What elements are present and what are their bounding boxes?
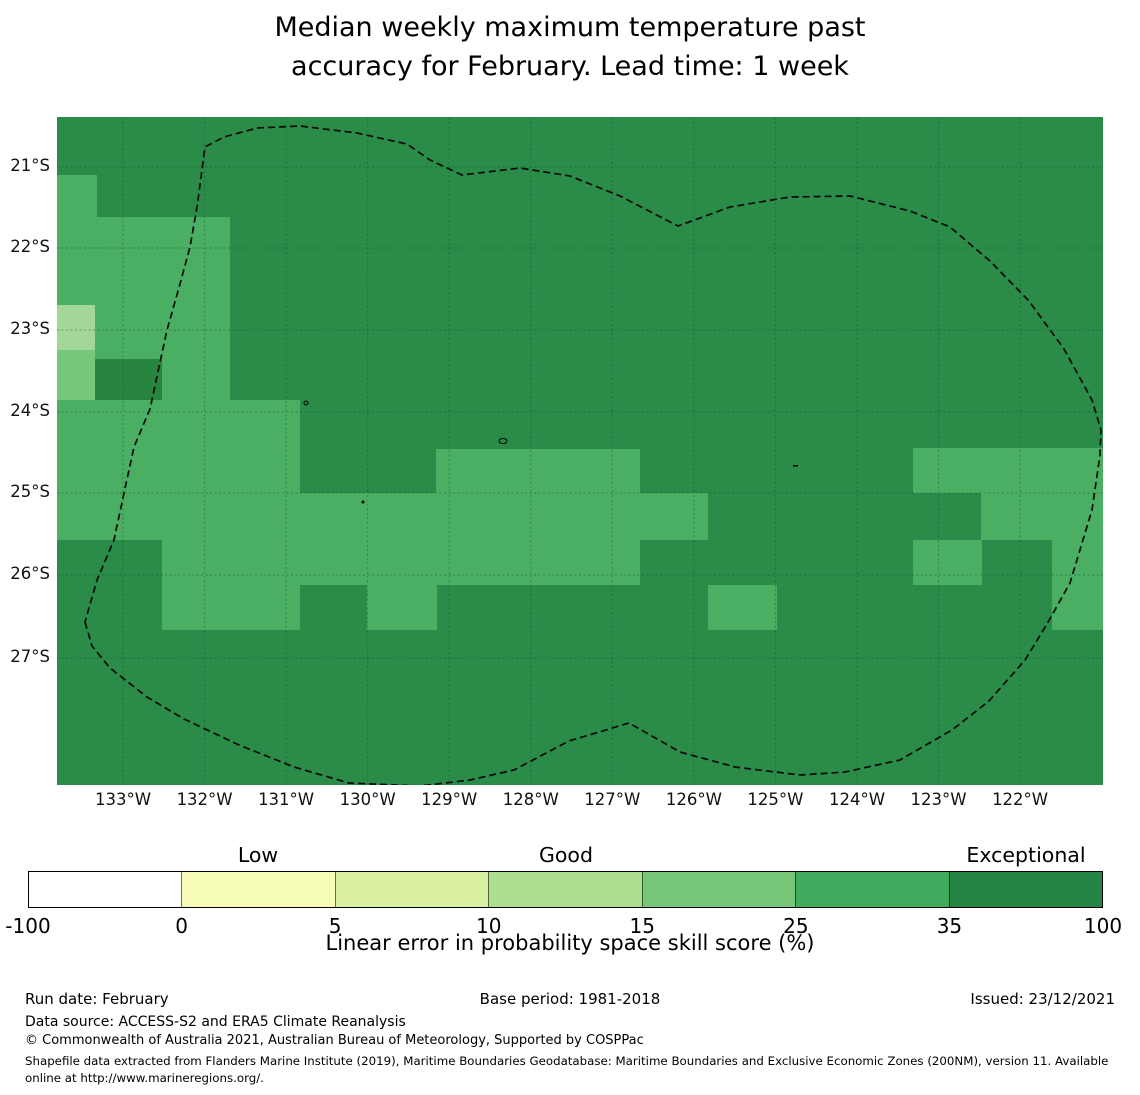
colorbar-tick-label: 15 (629, 914, 655, 938)
colorbar-segment (488, 872, 642, 907)
colorbar-tick-label: 5 (328, 914, 342, 938)
data-source-text: Data source: ACCESS-S2 and ERA5 Climate … (25, 1014, 406, 1030)
skill-cell-mid (57, 175, 97, 217)
colorbar-segment (29, 872, 182, 907)
skill-cell-mid (981, 493, 1103, 540)
lat-tick-label: 22°S (10, 237, 50, 256)
colorbar-word-label: Low (237, 843, 279, 867)
lon-tick-label: 131°W (258, 790, 315, 809)
colorbar-tick-label: -100 (5, 914, 51, 938)
lon-tick-label: 129°W (421, 790, 478, 809)
small-island-dash (793, 465, 798, 467)
base-period-text: Base period: 1981-2018 (479, 990, 661, 1008)
shapefile-note-text: Shapefile data extracted from Flanders M… (25, 1054, 1109, 1085)
skill-map (57, 117, 1103, 785)
skill-cell-mid (708, 585, 777, 630)
skill-cell-mid (913, 540, 982, 585)
lon-tick-label: 133°W (94, 790, 152, 809)
colorbar-word-label: Good (539, 843, 593, 867)
colorbar-tick-label: 35 (936, 914, 963, 938)
skill-cell-mid (162, 359, 230, 404)
lon-tick-label: 124°W (828, 790, 886, 809)
lon-tick-label: 132°W (176, 790, 233, 809)
chart-title: Median weekly maximum temperature past a… (0, 8, 1140, 86)
colorbar-segment (641, 872, 796, 907)
colorbar-segment (334, 872, 489, 907)
issued-date-text: Issued: 23/12/2021 (970, 990, 1115, 1008)
skill-cell-mid (57, 400, 300, 493)
lat-tick-label: 23°S (10, 319, 50, 338)
skill-cell-mid (367, 585, 437, 630)
lon-tick-label: 122°W (992, 790, 1049, 809)
lat-tick-label: 24°S (10, 401, 50, 420)
lat-tick-label: 25°S (10, 482, 50, 501)
lon-tick-label: 126°W (665, 790, 722, 809)
colorbar-segment (948, 872, 1102, 907)
chart-title-line1: Median weekly maximum temperature past (274, 12, 866, 43)
colorbar-segment (181, 872, 335, 907)
skill-cell-mid (57, 217, 230, 305)
lat-tick-label: 27°S (10, 647, 50, 666)
colorbar (28, 871, 1103, 908)
skill-cell-darker (95, 359, 162, 404)
lat-tick-label: 21°S (10, 156, 50, 175)
lon-tick-label: 123°W (910, 790, 967, 809)
skill-cell-mid (57, 493, 708, 540)
colorbar-word-label: Exceptional (966, 843, 1086, 867)
skill-cell-medlight (57, 350, 95, 400)
eez-dashed-boundary (84, 125, 1102, 785)
skill-cell-mid (1052, 540, 1103, 630)
lon-tick-label: 130°W (339, 790, 396, 809)
run-date-text: Run date: February (25, 990, 169, 1008)
skill-cell-mid (162, 585, 300, 630)
lon-tick-label: 125°W (747, 790, 804, 809)
colorbar-tick-label: 100 (1083, 914, 1123, 938)
chart-title-line2: accuracy for February. Lead time: 1 week (291, 51, 849, 82)
copyright-text: © Commonwealth of Australia 2021, Austra… (25, 1033, 644, 1048)
lat-tick-label: 26°S (10, 564, 50, 583)
colorbar-tick-label: 0 (175, 914, 188, 938)
skill-cell-mid (162, 540, 640, 585)
colorbar-tick-label: 25 (783, 914, 809, 938)
colorbar-tick-label: 10 (475, 914, 502, 938)
skill-cell-mid (913, 448, 1103, 493)
lon-tick-label: 128°W (502, 790, 559, 809)
small-island-dot (361, 500, 365, 504)
skill-cell-light (57, 305, 95, 350)
small-island-outline (303, 400, 309, 406)
small-island-outline (498, 438, 508, 444)
colorbar-caption: Linear error in probability space skill … (325, 931, 815, 955)
colorbar-segment (795, 872, 949, 907)
skill-cell-mid (436, 449, 640, 494)
skill-cell-mid (95, 305, 230, 359)
lon-tick-label: 127°W (584, 790, 641, 809)
